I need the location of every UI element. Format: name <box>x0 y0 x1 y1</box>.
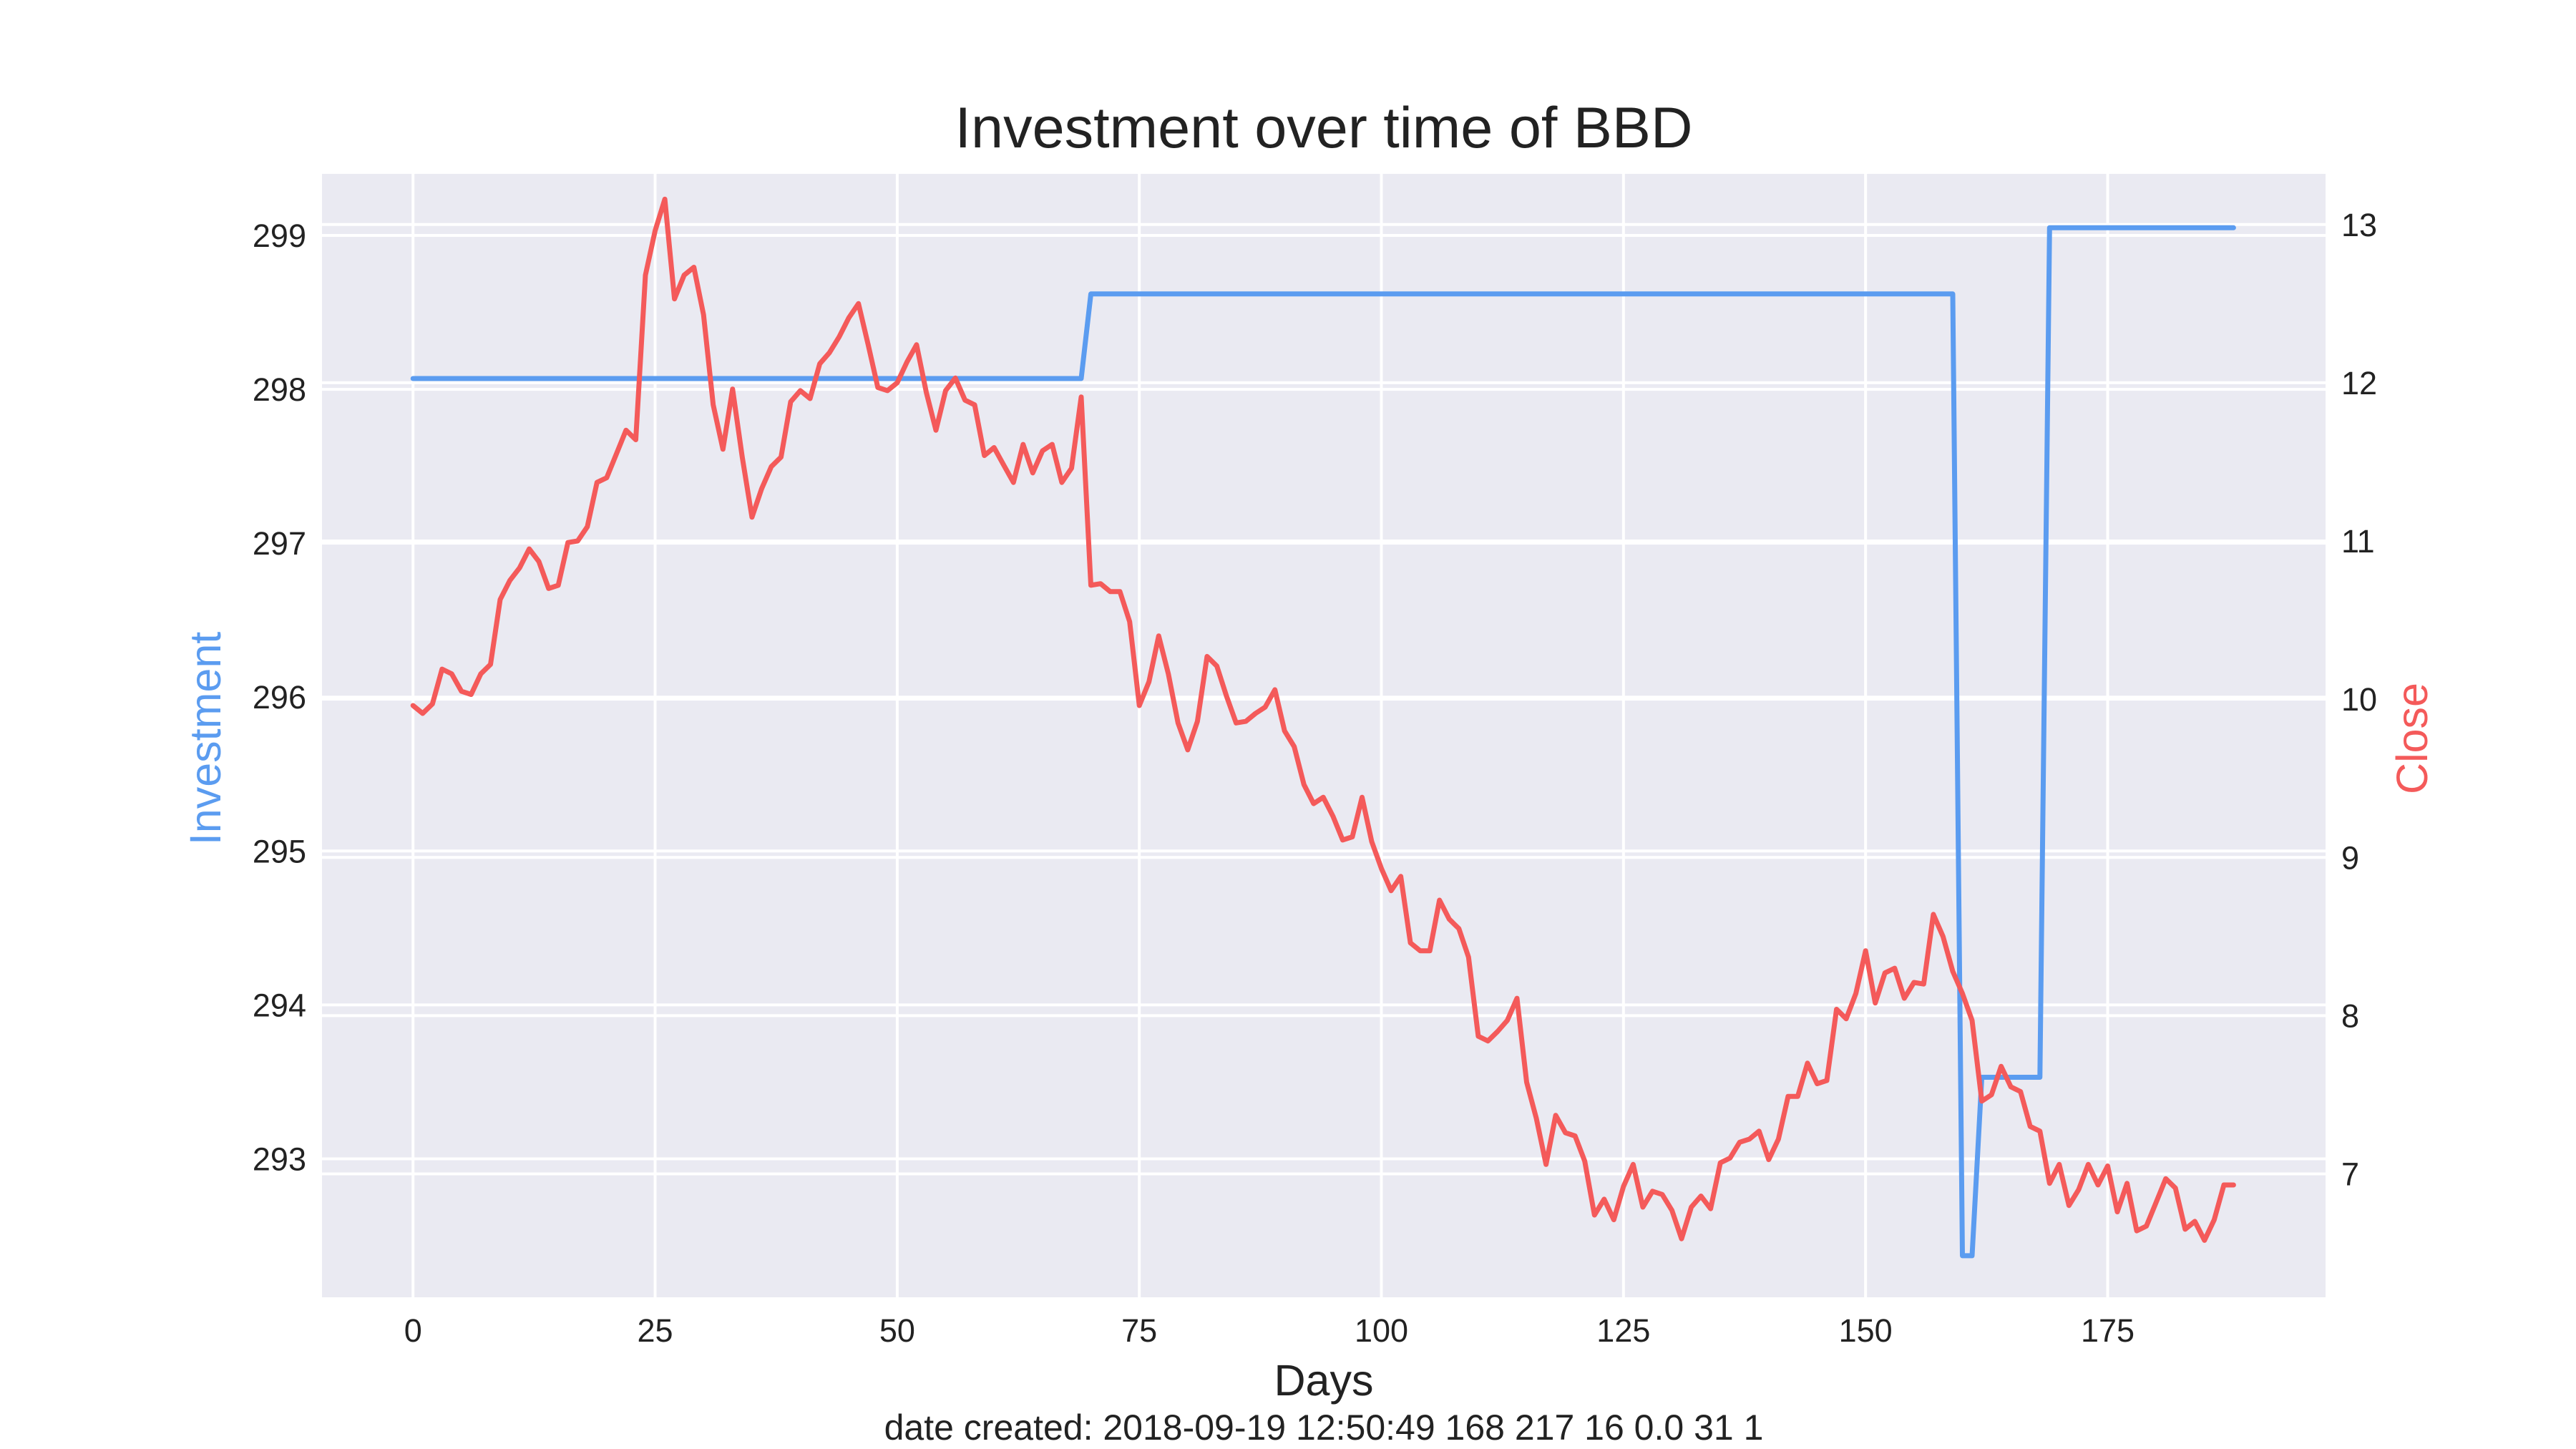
x-tick-label: 25 <box>638 1312 673 1349</box>
y-right-tick-label: 7 <box>2341 1156 2359 1193</box>
y-right-tick-label: 12 <box>2341 365 2377 401</box>
y-right-tick-label: 13 <box>2341 207 2377 243</box>
x-tick-label: 175 <box>2081 1312 2135 1349</box>
x-tick-label: 150 <box>1839 1312 1893 1349</box>
y-left-tick-label: 299 <box>253 218 306 254</box>
footer-date-created: date created: 2018-09-19 12:50:49 168 21… <box>884 1407 1764 1448</box>
y-left-tick-label: 297 <box>253 525 306 562</box>
y-right-tick-label: 11 <box>2341 523 2375 560</box>
y-left-tick-label: 294 <box>253 987 306 1023</box>
y-axis-label-left: Investment <box>181 632 230 845</box>
series-line-close <box>410 196 2236 1243</box>
x-tick-label: 100 <box>1355 1312 1408 1349</box>
tick-labels: 0 25 50 75 100 125 150 175 293 294 295 296 297 298 299… <box>253 207 2377 1349</box>
x-axis-label: Days <box>1274 1356 1374 1405</box>
x-tick-label: 0 <box>404 1312 422 1349</box>
y-right-tick-label: 8 <box>2341 997 2359 1034</box>
plot-area <box>322 174 2326 1297</box>
y-axis-label-right: Close <box>2388 683 2436 794</box>
y-left-tick-label: 298 <box>253 371 306 408</box>
x-tick-label: 125 <box>1596 1312 1650 1349</box>
y-left-tick-label: 293 <box>253 1141 306 1177</box>
series-lines <box>410 196 2236 1259</box>
x-tick-label: 50 <box>879 1312 915 1349</box>
y-right-tick-label: 9 <box>2341 839 2359 876</box>
y-left-tick-label: 295 <box>253 833 306 869</box>
series-line-investment <box>410 225 2236 1259</box>
grid-lines <box>322 174 2326 1297</box>
x-tick-label: 75 <box>1121 1312 1157 1349</box>
y-right-tick-label: 10 <box>2341 681 2377 718</box>
y-left-tick-label: 296 <box>253 679 306 716</box>
chart-title: Investment over time of BBD <box>955 96 1693 160</box>
